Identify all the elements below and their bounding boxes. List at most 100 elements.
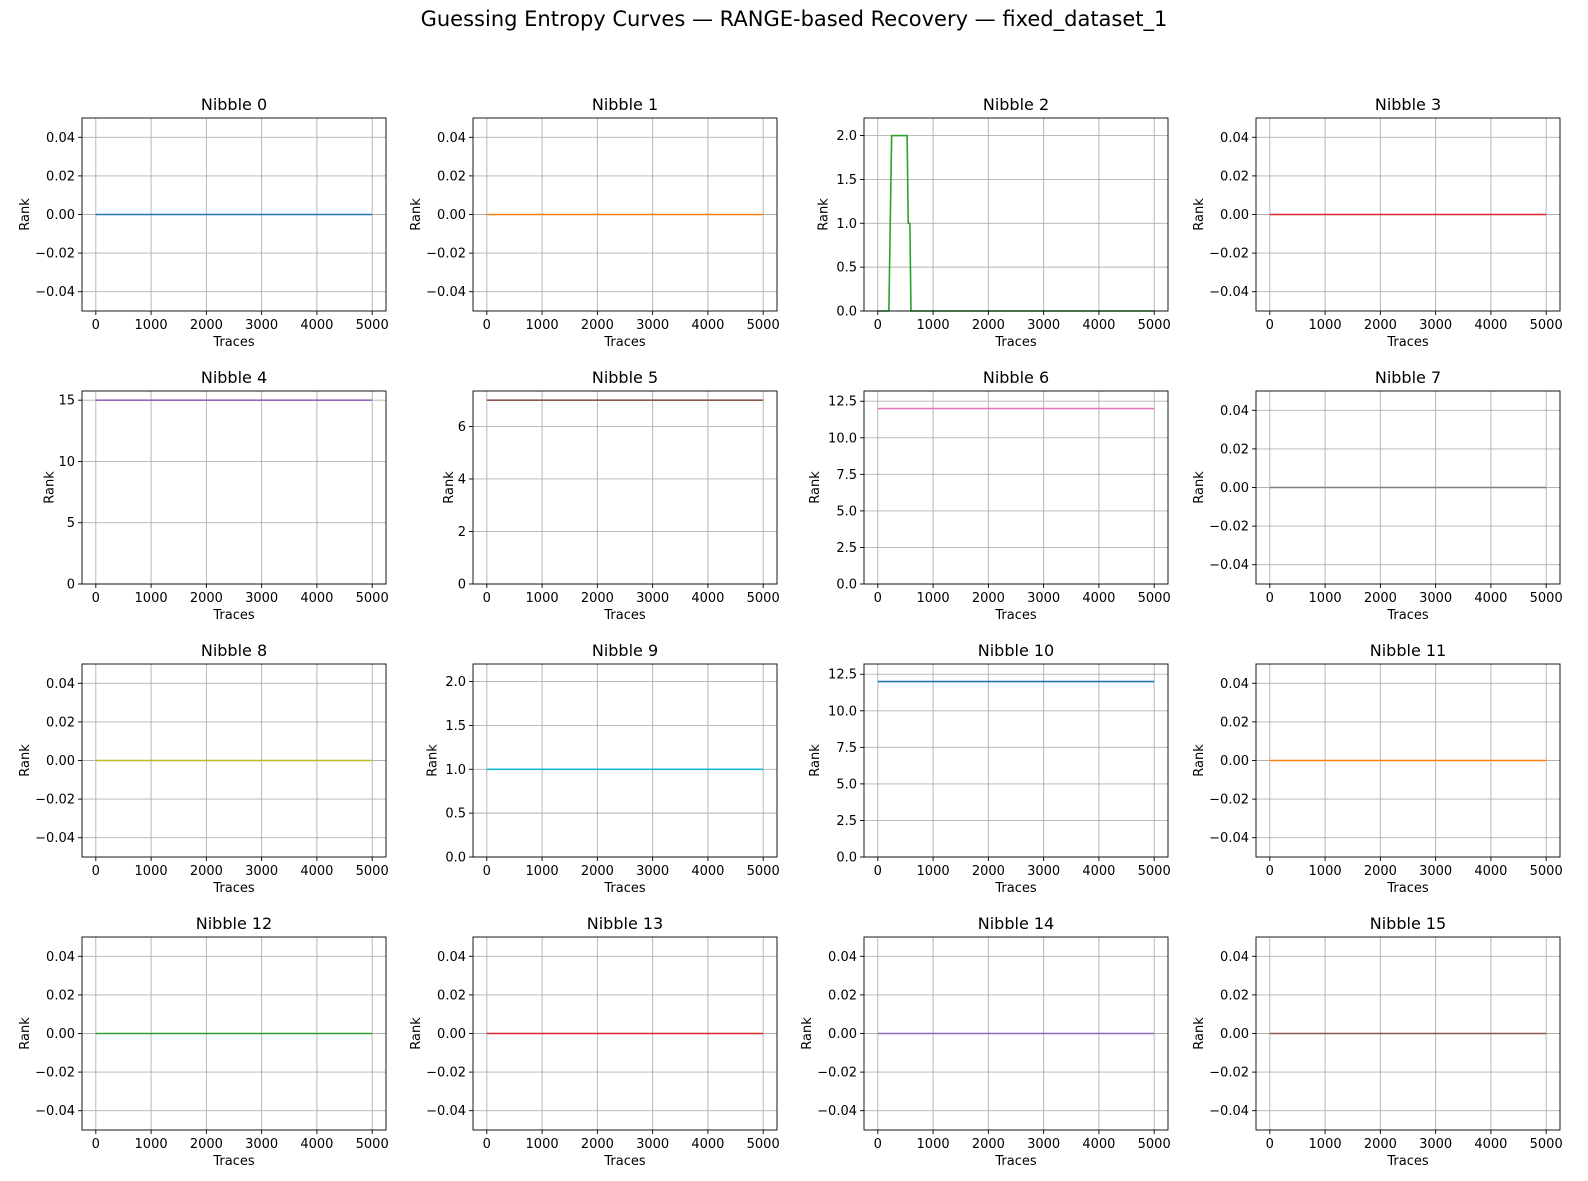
x-tick-label: 1000 (135, 591, 168, 606)
y-axis-label: Rank (425, 744, 440, 777)
x-tick-label: 0 (483, 864, 491, 879)
y-axis-label: Rank (18, 198, 33, 231)
x-tick-label: 3000 (636, 591, 669, 606)
x-tick-label: 3000 (1419, 591, 1452, 606)
x-tick-label: 1000 (135, 318, 168, 333)
x-tick-label: 4000 (1082, 591, 1115, 606)
y-axis-label: Rank (1192, 1017, 1207, 1050)
y-tick-label: 0.0 (836, 305, 857, 320)
y-tick-label: 0 (458, 578, 466, 593)
x-tick-label: 2000 (190, 1137, 223, 1152)
x-axis-label: Traces (212, 1154, 254, 1169)
x-tick-label: 4000 (691, 591, 724, 606)
y-axis-label: Rank (1192, 471, 1207, 504)
x-tick-label: 5000 (747, 1137, 780, 1152)
figure-title: Guessing Entropy Curves — RANGE-based Re… (421, 7, 1168, 32)
x-tick-label: 1000 (917, 591, 950, 606)
x-tick-label: 0 (1266, 1137, 1274, 1152)
y-tick-label: 0.04 (1220, 950, 1249, 965)
y-tick-label: 0.04 (437, 950, 466, 965)
y-tick-label: 5.0 (836, 777, 857, 792)
subplot-title: Nibble 8 (201, 641, 267, 660)
x-tick-label: 4000 (300, 591, 333, 606)
subplot-title: Nibble 0 (201, 95, 267, 114)
y-axis-label: Rank (1192, 744, 1207, 777)
y-tick-label: 0 (67, 578, 75, 593)
x-tick-label: 0 (874, 1137, 882, 1152)
x-tick-label: 1000 (917, 864, 950, 879)
x-tick-label: 2000 (581, 1137, 614, 1152)
x-axis-label: Traces (603, 608, 645, 623)
x-tick-label: 3000 (1027, 1137, 1060, 1152)
y-tick-label: 10.0 (828, 704, 857, 719)
y-tick-label: 12.5 (828, 668, 857, 683)
y-tick-label: 0.00 (46, 754, 75, 769)
x-tick-label: 4000 (1082, 864, 1115, 879)
subplot-title: Nibble 4 (201, 368, 267, 387)
subplot-title: Nibble 9 (592, 641, 658, 660)
y-tick-label: 0.5 (836, 261, 857, 276)
x-tick-label: 2000 (972, 1137, 1005, 1152)
y-tick-label: 2 (458, 525, 466, 540)
x-tick-label: 3000 (1419, 864, 1452, 879)
x-tick-label: 1000 (1309, 1137, 1342, 1152)
x-tick-label: 1000 (1309, 591, 1342, 606)
subplot-grid: 0 1000 2000 3000 4000 5000−0.04−0.020.000.020… (18, 95, 1563, 1169)
x-tick-label: 2000 (581, 864, 614, 879)
y-tick-label: 0.04 (46, 677, 75, 692)
x-tick-label: 2000 (1364, 591, 1397, 606)
x-axis-label: Traces (603, 335, 645, 350)
y-tick-label: −0.04 (426, 1104, 466, 1119)
subplot-nibble-0: 0 1000 2000 3000 4000 5000 −0.04 −0.02 0.00 0.02 0… (18, 95, 389, 350)
x-tick-label: 4000 (1474, 864, 1507, 879)
x-tick-label: 2000 (190, 318, 223, 333)
x-tick-label: 0 (92, 318, 100, 333)
subplot-nibble-2: 0 1000 2000 3000 4000 5000 0.0 0.5 1.0 1.5 2.0 Nibb… (816, 95, 1170, 350)
y-tick-label: 0.0 (445, 851, 466, 866)
axes-frame (472, 390, 778, 585)
x-tick-label: 3000 (245, 318, 278, 333)
y-tick-label: −0.02 (35, 1066, 75, 1081)
x-tick-label: 1000 (526, 318, 559, 333)
y-tick-label: −0.02 (1209, 520, 1249, 535)
y-tick-label: 0.04 (46, 950, 75, 965)
y-tick-label: 0.04 (828, 950, 857, 965)
y-tick-label: 0.00 (1220, 208, 1249, 223)
x-tick-label: 2000 (1364, 864, 1397, 879)
x-tick-label: 0 (483, 591, 491, 606)
x-axis-label: Traces (994, 608, 1036, 623)
x-tick-label: 1000 (1309, 864, 1342, 879)
subplot-nibble-9: 0 1000 2000 3000 4000 5000 0.0 0.5 1.0 1.5 2.0 Nibb… (425, 641, 779, 896)
subplot-nibble-7: 0 1000 2000 3000 4000 5000 −0.04 −0.02 0.00 0.02 0… (1192, 368, 1563, 623)
x-tick-label: 4000 (1474, 318, 1507, 333)
y-tick-label: 0.00 (828, 1027, 857, 1042)
x-tick-label: 1000 (917, 318, 950, 333)
x-tick-label: 0 (92, 591, 100, 606)
y-tick-label: 0.02 (437, 988, 466, 1003)
subplot-title: Nibble 5 (592, 368, 658, 387)
x-axis-label: Traces (212, 335, 254, 350)
y-tick-label: 0.00 (437, 208, 466, 223)
x-tick-label: 0 (483, 1137, 491, 1152)
y-tick-label: 0.00 (1220, 754, 1249, 769)
x-tick-label: 5000 (1138, 318, 1171, 333)
x-tick-label: 3000 (636, 318, 669, 333)
y-tick-label: −0.04 (1209, 1104, 1249, 1119)
x-tick-label: 4000 (691, 318, 724, 333)
y-axis-label: Rank (808, 744, 823, 777)
x-axis-label: Traces (603, 881, 645, 896)
subplot-nibble-1: 0 1000 2000 3000 4000 5000 −0.04 −0.02 0.00 0.02 0… (409, 95, 780, 350)
y-tick-label: −0.02 (1209, 1066, 1249, 1081)
subplot-nibble-12: 0 1000 2000 3000 4000 5000 −0.04 −0.02 0.00 0.02 0… (18, 914, 389, 1169)
y-tick-label: 1.0 (836, 217, 857, 232)
y-axis-label: Rank (18, 1017, 33, 1050)
subplot-title: Nibble 12 (196, 914, 272, 933)
x-tick-label: 5000 (1530, 591, 1563, 606)
subplot-title: Nibble 13 (587, 914, 663, 933)
x-tick-label: 0 (1266, 318, 1274, 333)
y-tick-label: 1.0 (445, 763, 466, 778)
axes-frame (472, 663, 778, 858)
x-tick-label: 5000 (1530, 864, 1563, 879)
y-tick-label: −0.02 (817, 1066, 857, 1081)
x-tick-label: 2000 (972, 318, 1005, 333)
